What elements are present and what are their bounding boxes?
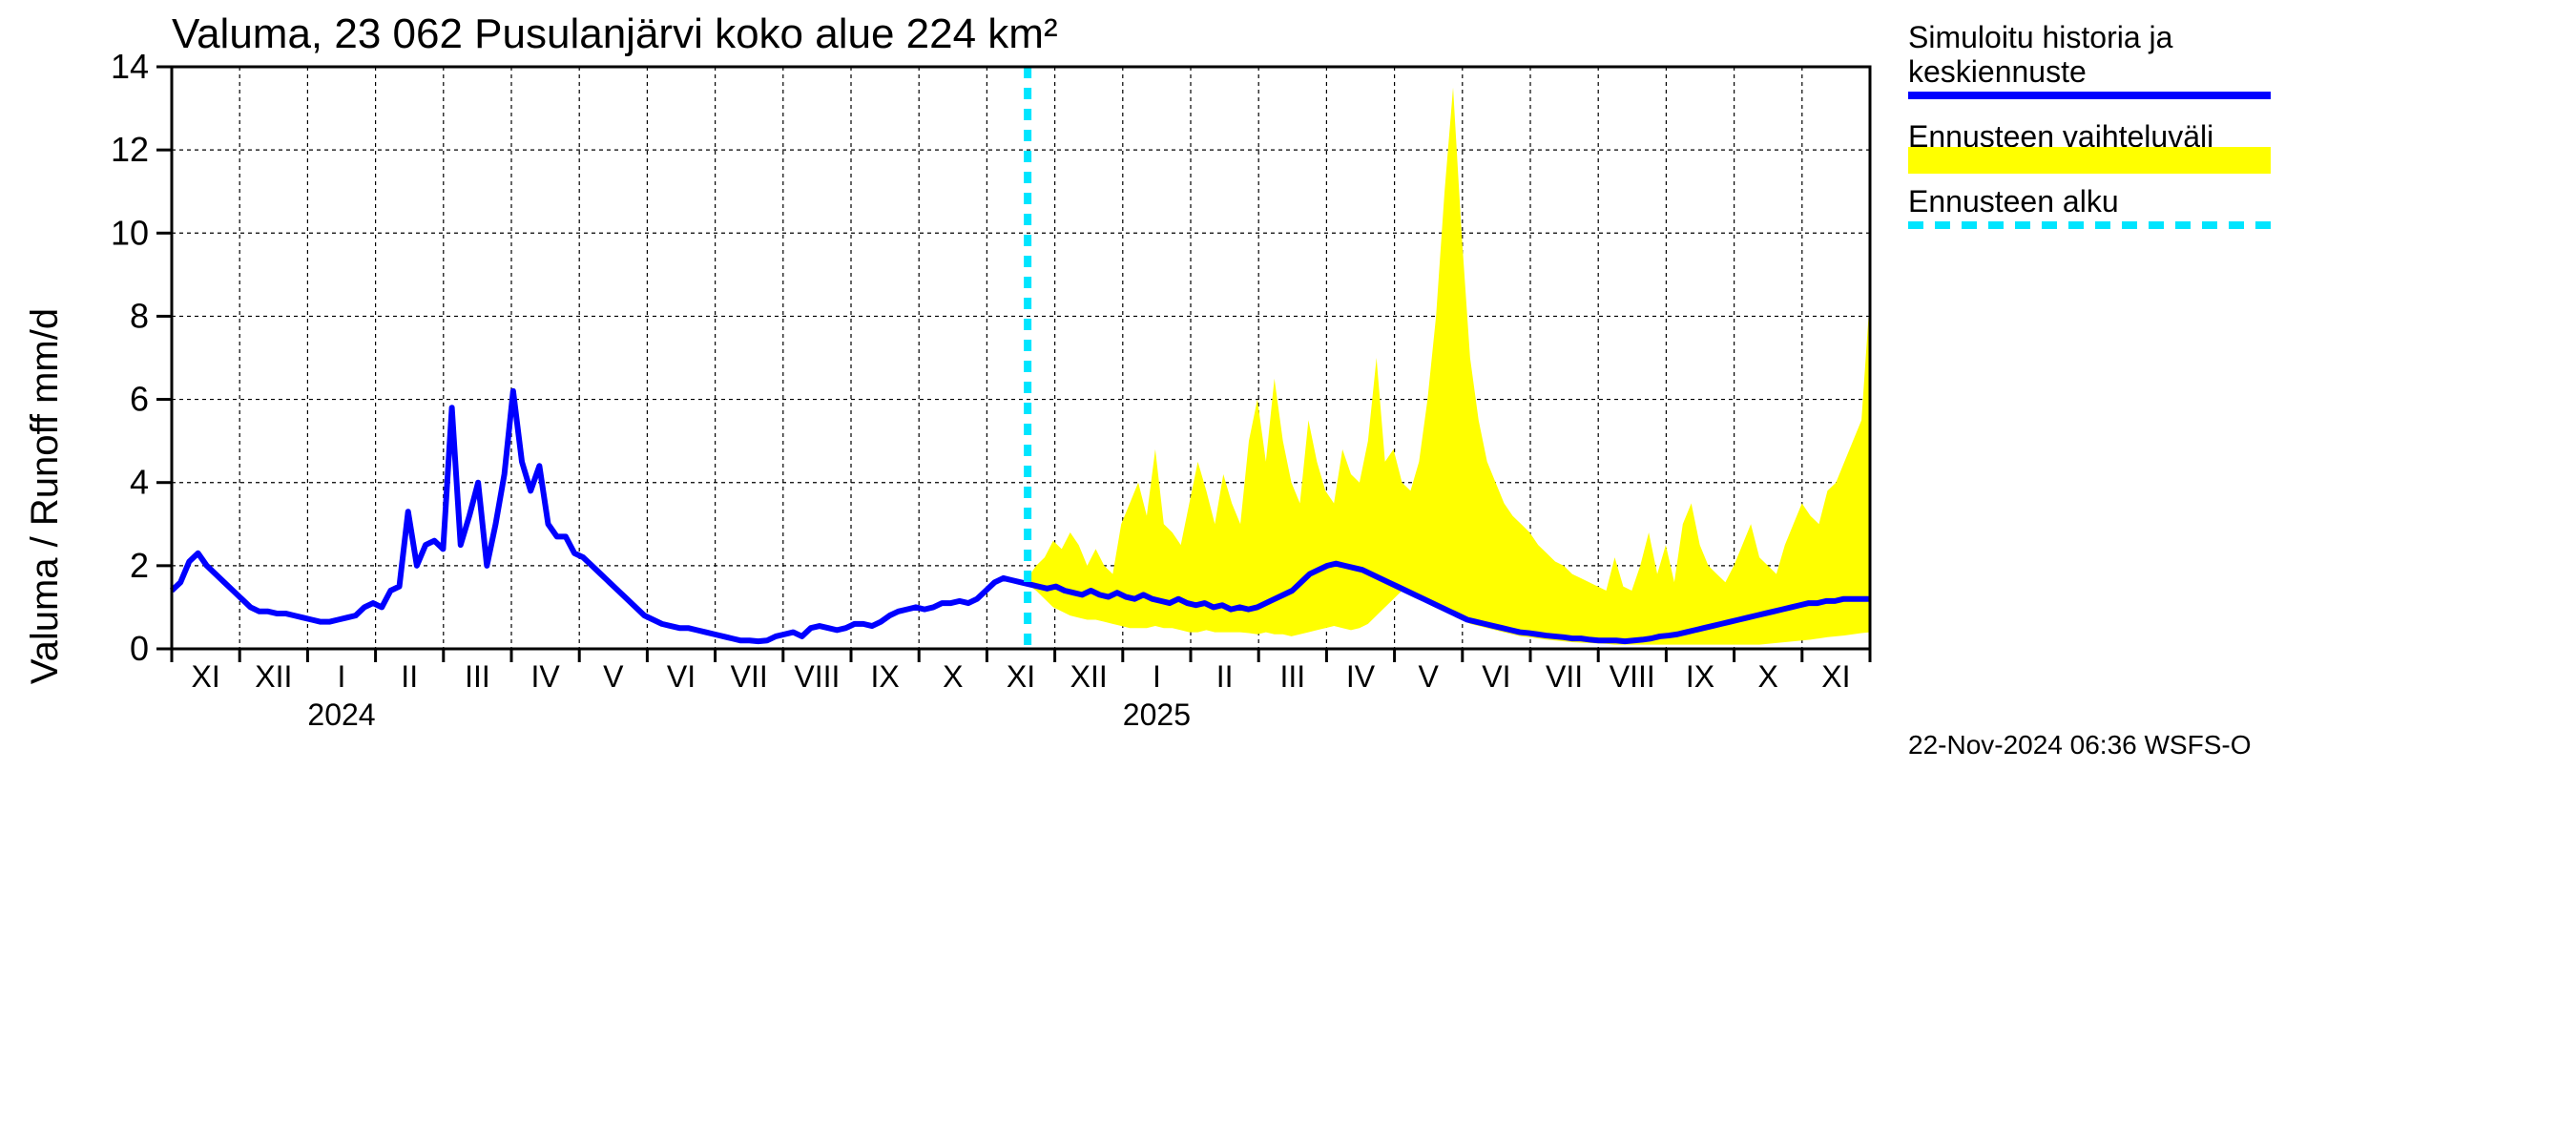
- ytick-label: 10: [111, 213, 149, 252]
- month-label: III: [1279, 659, 1305, 694]
- month-label: XI: [191, 659, 219, 694]
- legend-label: Ennusteen alku: [1908, 184, 2119, 219]
- plot-area: 02468101214XIXIIIIIIIIIVVVIVIIVIIIIXXXIX…: [111, 47, 1870, 732]
- month-label: IX: [1686, 659, 1714, 694]
- chart-title: Valuma, 23 062 Pusulanjärvi koko alue 22…: [172, 10, 1058, 57]
- month-label: I: [338, 659, 346, 694]
- ytick-label: 12: [111, 130, 149, 169]
- month-label: III: [465, 659, 490, 694]
- month-label: VIII: [794, 659, 840, 694]
- month-label: XI: [1007, 659, 1035, 694]
- month-label: VIII: [1610, 659, 1655, 694]
- legend-label: Simuloitu historia ja: [1908, 20, 2173, 54]
- month-label: IV: [1346, 659, 1376, 694]
- ytick-label: 14: [111, 47, 149, 86]
- month-label: XII: [255, 659, 292, 694]
- month-label: IV: [530, 659, 560, 694]
- chart-container: Valuma / Runoff mm/d Valuma, 23 062 Pusu…: [0, 0, 2576, 1145]
- ytick-label: 2: [130, 546, 149, 585]
- legend: Simuloitu historia jakeskiennuste Ennuste…: [1908, 20, 2271, 225]
- month-label: V: [603, 659, 624, 694]
- month-label: V: [1419, 659, 1440, 694]
- month-label: VI: [667, 659, 696, 694]
- year-label: 2024: [307, 697, 375, 732]
- month-label: II: [401, 659, 418, 694]
- legend-swatch-band: [1908, 147, 2271, 174]
- ytick-label: 6: [130, 380, 149, 419]
- legend-label: keskiennuste: [1908, 54, 2087, 89]
- forecast-band: [1028, 88, 1870, 645]
- month-label: VII: [1546, 659, 1583, 694]
- month-label: XII: [1070, 659, 1108, 694]
- chart-svg: Valuma / Runoff mm/d Valuma, 23 062 Pusu…: [0, 0, 2576, 1145]
- month-label: VI: [1482, 659, 1510, 694]
- ytick-label: 4: [130, 463, 149, 502]
- y-axis-label: Valuma / Runoff mm/d: [24, 308, 66, 684]
- month-label: X: [1758, 659, 1778, 694]
- ytick-label: 8: [130, 296, 149, 335]
- month-label: I: [1153, 659, 1161, 694]
- month-label: XI: [1821, 659, 1850, 694]
- year-label: 2025: [1123, 697, 1191, 732]
- month-label: VII: [731, 659, 768, 694]
- footer-timestamp: 22-Nov-2024 06:36 WSFS-O: [1908, 730, 2252, 760]
- month-label: X: [943, 659, 963, 694]
- month-label: II: [1216, 659, 1234, 694]
- ytick-label: 0: [130, 629, 149, 668]
- month-label: IX: [870, 659, 899, 694]
